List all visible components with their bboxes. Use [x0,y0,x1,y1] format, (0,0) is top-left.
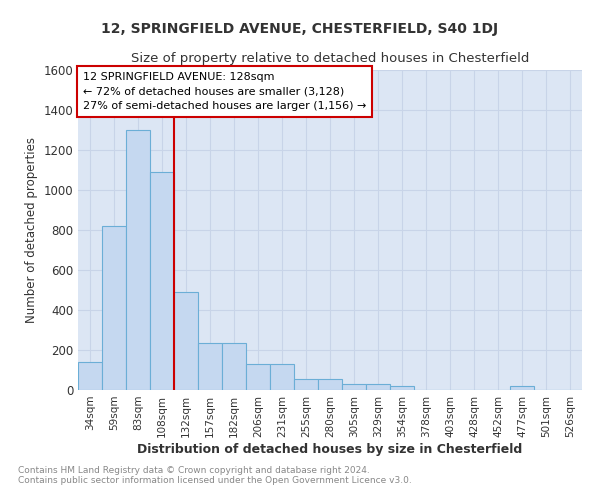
Bar [246,364,270,390]
Bar [510,386,534,390]
Bar [126,130,150,390]
Bar [198,343,222,390]
X-axis label: Distribution of detached houses by size in Chesterfield: Distribution of detached houses by size … [137,442,523,456]
Bar [102,226,126,390]
Y-axis label: Number of detached properties: Number of detached properties [25,137,38,323]
Bar [174,292,198,390]
Bar [150,172,174,390]
Bar [318,379,342,390]
Bar [294,379,318,390]
Bar [342,384,366,390]
Title: Size of property relative to detached houses in Chesterfield: Size of property relative to detached ho… [131,52,529,64]
Bar [78,362,102,390]
Bar [270,364,294,390]
Text: Contains HM Land Registry data © Crown copyright and database right 2024.
Contai: Contains HM Land Registry data © Crown c… [18,466,412,485]
Bar [366,384,390,390]
Bar [222,343,246,390]
Text: 12, SPRINGFIELD AVENUE, CHESTERFIELD, S40 1DJ: 12, SPRINGFIELD AVENUE, CHESTERFIELD, S4… [101,22,499,36]
Bar [390,386,414,390]
Text: 12 SPRINGFIELD AVENUE: 128sqm
← 72% of detached houses are smaller (3,128)
27% o: 12 SPRINGFIELD AVENUE: 128sqm ← 72% of d… [83,72,367,111]
